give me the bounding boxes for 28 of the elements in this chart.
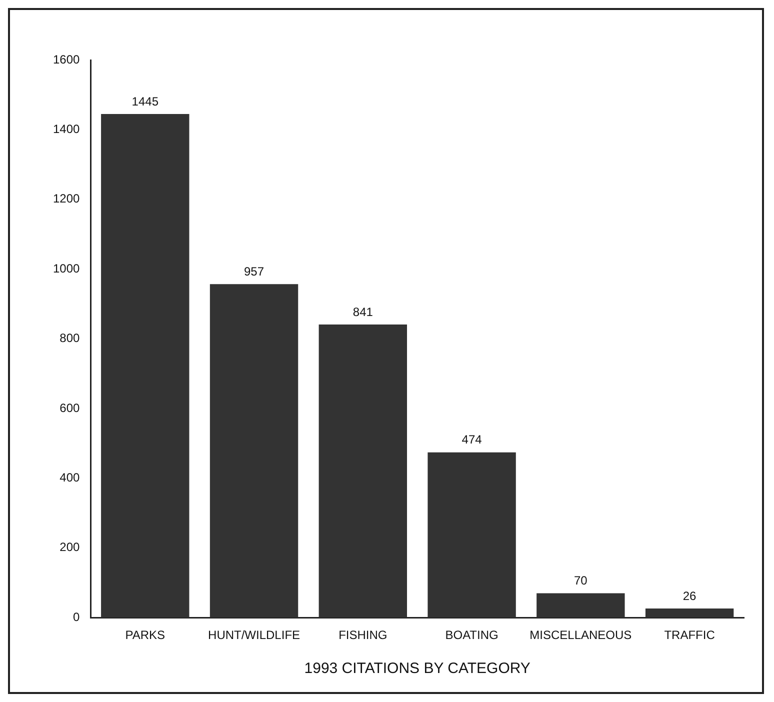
data-label: 841: [352, 304, 374, 319]
bar: [536, 593, 625, 618]
y-tick-label: 1200: [52, 192, 80, 206]
data-label: 474: [462, 432, 482, 447]
y-tick-label: 400: [60, 470, 80, 485]
bar: [101, 114, 190, 618]
bar: [210, 284, 298, 618]
data-label: 957: [244, 264, 264, 278]
data-label: 26: [682, 588, 697, 603]
x-tick-label: BOATING: [445, 628, 498, 642]
bar: [645, 608, 734, 618]
x-axis-title: 1993 CITATIONS BY CATEGORY: [304, 660, 530, 678]
bar: [318, 324, 408, 618]
y-tick-label: 600: [60, 400, 80, 415]
x-tick-label: TRAFFIC: [664, 628, 716, 642]
y-tick-label: 0: [73, 610, 80, 624]
y-tick-label: 200: [60, 540, 80, 554]
x-tick-label: PARKS: [125, 628, 166, 642]
data-label: 1445: [132, 94, 159, 108]
x-tick-label: HUNT/WILDLIFE: [208, 628, 300, 642]
x-tick-label: MISCELLANEOUS: [530, 628, 632, 642]
y-tick-label: 1600: [52, 52, 80, 66]
y-tick-label: 800: [60, 331, 80, 346]
data-label: 70: [574, 574, 588, 588]
bar: [428, 452, 516, 618]
y-tick-label: 1400: [52, 122, 80, 136]
y-tick-label: 1000: [52, 261, 80, 276]
x-tick-label: FISHING: [338, 628, 388, 642]
